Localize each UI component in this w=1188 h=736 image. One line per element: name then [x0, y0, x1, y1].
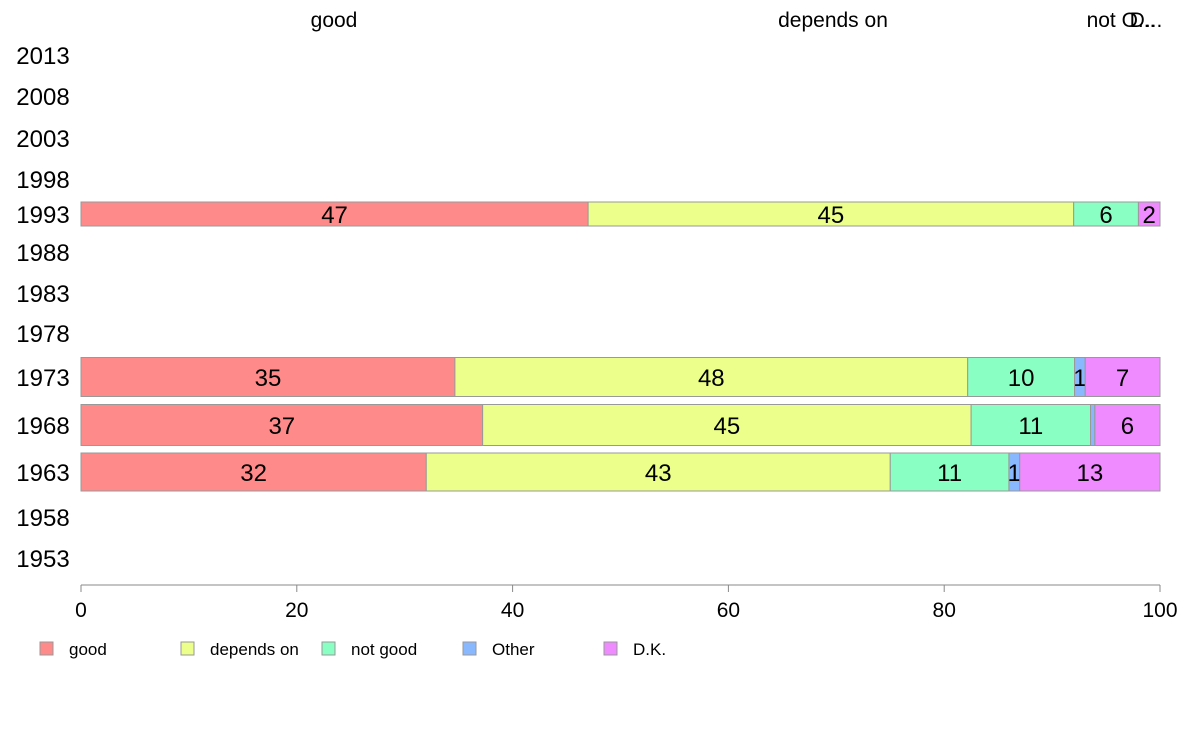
x-axis: 0 20 40 60 80 100	[75, 584, 1178, 622]
bar-segment	[80, 452, 427, 492]
bar-value-label: 13	[1077, 460, 1104, 487]
bar-segment	[1084, 357, 1161, 397]
bar-segment	[425, 452, 891, 492]
y-tick-label: 1998	[16, 167, 69, 194]
legend-label: good	[69, 640, 107, 659]
bar-value-label: 11	[1018, 413, 1043, 440]
x-tick-label: 0	[75, 599, 87, 622]
bar-segment	[970, 404, 1092, 446]
y-tick-label: 1958	[16, 505, 69, 532]
legend-label: D.K.	[633, 640, 666, 659]
bar-value-label: 32	[240, 460, 267, 487]
x-tick-label: 40	[501, 599, 524, 622]
bars: 47 45 6 235 48 10 1 737 45 11 632 43 11 1 13	[80, 201, 1161, 492]
bar-value-label: 35	[255, 365, 282, 392]
top-category-label: good	[311, 9, 358, 32]
bar-value-label: 47	[321, 202, 348, 229]
top-category-label: depends on	[778, 9, 888, 32]
bar-segment	[967, 357, 1076, 397]
y-tick-label: 1963	[16, 460, 69, 487]
top-category-label: not O...	[1087, 9, 1156, 32]
bar-value-label: 45	[818, 202, 845, 229]
legend-swatch	[603, 641, 618, 656]
y-tick-label: 2008	[16, 84, 69, 111]
bar-value-label: 37	[268, 413, 295, 440]
bar-segment	[80, 404, 484, 446]
bar-value-label: 11	[937, 460, 962, 487]
y-axis-labels: 2013 2008 2003 1998 1993 1988 1983 1978 1973 1968…	[16, 43, 69, 573]
legend: good depends on not good Other D.K.	[39, 640, 666, 659]
bar-value-label: 43	[645, 460, 672, 487]
y-tick-label: 1973	[16, 365, 69, 392]
y-tick-label: 1953	[16, 546, 69, 573]
bar-value-label: 7	[1116, 365, 1129, 392]
bar-segment	[889, 452, 1010, 492]
y-tick-label: 1983	[16, 281, 69, 308]
y-tick-label: 2013	[16, 43, 69, 70]
bar-segment	[1094, 404, 1161, 446]
y-tick-label: 1988	[16, 240, 69, 267]
bar-segment	[80, 357, 456, 397]
y-tick-label: 1993	[16, 202, 69, 229]
bar-value-label: 48	[698, 365, 725, 392]
bar-segment	[1019, 452, 1161, 492]
y-tick-label: 1968	[16, 413, 69, 440]
legend-label: Other	[492, 640, 535, 659]
x-tick-label: 80	[933, 599, 956, 622]
bar-value-label: 1	[1008, 460, 1021, 487]
bar-segment	[482, 404, 972, 446]
x-tick-label: 100	[1142, 599, 1177, 622]
legend-swatch	[39, 641, 54, 656]
bar-value-label: 6	[1121, 413, 1134, 440]
legend-swatch	[180, 641, 195, 656]
bar-value-label: 1	[1073, 365, 1086, 392]
bar-segment	[1090, 404, 1096, 446]
top-category-labels: good depends on not O...D...	[311, 9, 1163, 32]
bar-value-label: 45	[714, 413, 741, 440]
legend-swatch	[321, 641, 336, 656]
bar-segment	[454, 357, 969, 397]
y-tick-label: 1978	[16, 321, 69, 348]
bar-value-label: 2	[1143, 202, 1156, 229]
x-tick-label: 60	[717, 599, 740, 622]
x-tick-label: 20	[285, 599, 308, 622]
top-category-label: D...	[1130, 9, 1163, 32]
legend-swatch	[462, 641, 477, 656]
bar-value-label: 6	[1099, 202, 1112, 229]
bar-segment	[587, 201, 1075, 227]
bar-segment	[1137, 201, 1161, 227]
legend-label: not good	[351, 640, 417, 659]
legend-label: depends on	[210, 640, 299, 659]
bar-value-label: 10	[1008, 365, 1035, 392]
y-tick-label: 2003	[16, 126, 69, 153]
